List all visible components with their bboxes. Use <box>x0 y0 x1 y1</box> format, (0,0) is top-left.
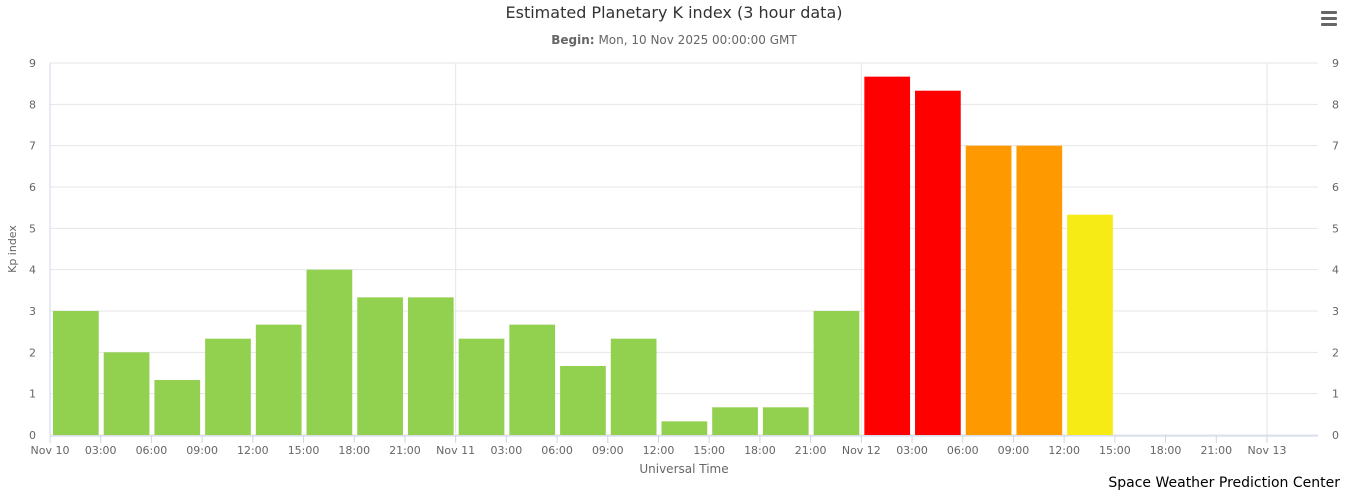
hamburger-menu-icon[interactable] <box>1318 8 1340 28</box>
kp-bar <box>458 338 505 435</box>
y-tick-label-left: 5 <box>29 222 36 235</box>
x-tick-label: 21:00 <box>389 444 421 457</box>
x-tick-label: 03:00 <box>896 444 928 457</box>
kp-bar <box>255 324 302 435</box>
credit-text[interactable]: Space Weather Prediction Center <box>1108 475 1340 491</box>
x-tick-label: Nov 12 <box>842 444 881 457</box>
x-tick-label: 18:00 <box>744 444 776 457</box>
x-tick-label: 15:00 <box>1099 444 1131 457</box>
y-tick-label-right: 0 <box>1332 429 1339 442</box>
x-tick-label: 21:00 <box>795 444 827 457</box>
y-tick-label-left: 9 <box>29 57 36 70</box>
x-tick-label: 06:00 <box>541 444 573 457</box>
kp-bar <box>762 407 809 435</box>
x-tick-label: 18:00 <box>1150 444 1182 457</box>
x-tick-label: 03:00 <box>491 444 523 457</box>
kp-bar <box>103 352 150 435</box>
kp-bar <box>610 338 657 435</box>
kp-bar <box>357 297 403 435</box>
y-tick-label-left: 8 <box>29 98 36 111</box>
x-tick-label: 03:00 <box>85 444 117 457</box>
kp-bar <box>1067 214 1113 435</box>
y-tick-label-right: 8 <box>1332 98 1339 111</box>
kp-bar <box>306 269 353 435</box>
kp-bar <box>813 311 860 435</box>
y-tick-label-right: 9 <box>1332 57 1339 70</box>
kp-bar <box>712 407 758 435</box>
x-tick-label: Nov 13 <box>1248 444 1287 457</box>
kp-bar <box>509 324 556 435</box>
x-tick-label: 09:00 <box>998 444 1030 457</box>
x-tick-label: Nov 11 <box>436 444 475 457</box>
menu-bar <box>1321 17 1337 20</box>
x-tick-label: 09:00 <box>186 444 218 457</box>
menu-bar <box>1321 11 1337 14</box>
y-tick-label-left: 0 <box>29 429 36 442</box>
y-tick-label-right: 7 <box>1332 140 1339 153</box>
kp-bar <box>154 380 201 435</box>
kp-bar <box>560 365 606 435</box>
y-tick-label-left: 6 <box>29 181 36 194</box>
subtitle-begin-label: Begin: <box>551 33 595 47</box>
kp-bar <box>864 76 911 435</box>
y-tick-label-right: 1 <box>1332 388 1339 401</box>
kp-bar <box>915 90 961 436</box>
chart-subtitle: Begin: Mon, 10 Nov 2025 00:00:00 GMT <box>0 33 1348 47</box>
kp-bar <box>407 297 454 435</box>
x-tick-label: 21:00 <box>1200 444 1232 457</box>
menu-bar <box>1321 23 1337 26</box>
y-tick-label-right: 4 <box>1332 264 1339 277</box>
y-tick-label-right: 3 <box>1332 305 1339 318</box>
x-tick-label: 12:00 <box>643 444 675 457</box>
kp-bar <box>1016 145 1063 435</box>
x-axis-title: Universal Time <box>639 462 728 476</box>
y-tick-label-right: 5 <box>1332 222 1339 235</box>
y-tick-label-left: 1 <box>29 388 36 401</box>
kp-bar <box>205 338 251 435</box>
kp-bar <box>53 311 99 435</box>
x-tick-label: 15:00 <box>288 444 320 457</box>
y-tick-label-left: 2 <box>29 346 36 359</box>
x-tick-label: 12:00 <box>237 444 269 457</box>
y-tick-label-left: 3 <box>29 305 36 318</box>
y-tick-label-left: 7 <box>29 140 36 153</box>
y-tick-label-right: 6 <box>1332 181 1339 194</box>
x-tick-label: 06:00 <box>136 444 168 457</box>
x-tick-label: 09:00 <box>592 444 624 457</box>
subtitle-begin-value: Mon, 10 Nov 2025 00:00:00 GMT <box>598 33 797 47</box>
x-tick-label: 15:00 <box>693 444 725 457</box>
kp-bar <box>965 145 1012 435</box>
chart-title: Estimated Planetary K index (3 hour data… <box>505 3 843 22</box>
x-tick-label: 12:00 <box>1048 444 1080 457</box>
y-tick-label-right: 2 <box>1332 346 1339 359</box>
kp-bar <box>661 421 708 435</box>
y-axis-title: Kp index <box>6 225 19 273</box>
x-tick-label: 06:00 <box>947 444 979 457</box>
x-tick-label: 18:00 <box>338 444 370 457</box>
x-tick-label: Nov 10 <box>31 444 70 457</box>
y-tick-label-left: 4 <box>29 264 36 277</box>
